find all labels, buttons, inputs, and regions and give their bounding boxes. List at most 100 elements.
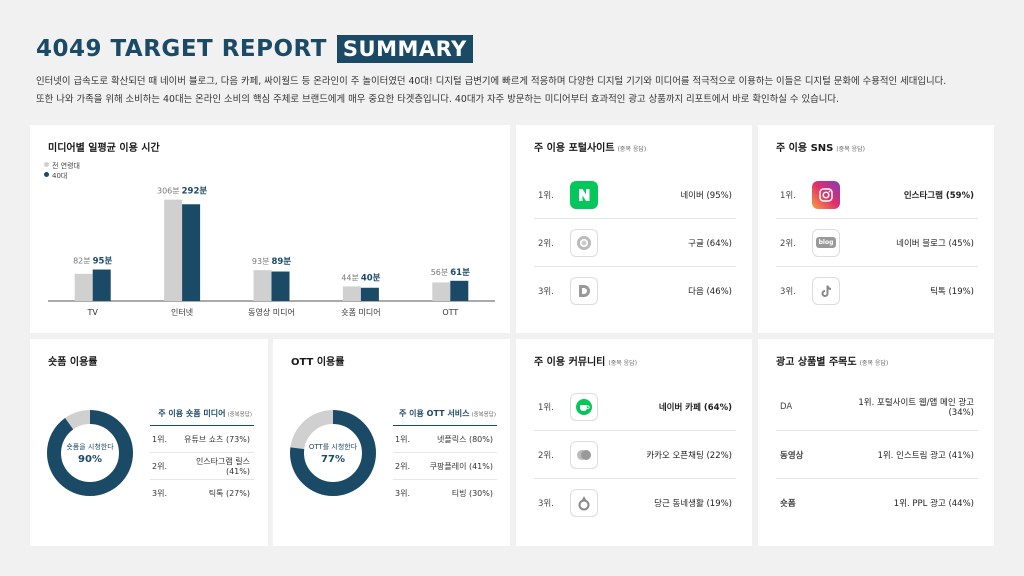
rank-label: 인스타그램 릴스 (41%) [195,457,250,476]
shortform-card: 숏폼 이용률 숏폼을 시청한다 90% 주 이용 숏폼 미디어 (중복응답) 1위… [30,339,268,546]
rank-number: 3위. [395,489,410,498]
title-highlight: SUMMARY [336,35,473,63]
sns-title: 주 이용 SNS (중복 응답) [776,139,865,154]
ott-list: 1위. 넷플릭스 (80%) 2위. 쿠팡플레이 (41%) 3위. 티빙 (30%) [393,425,497,507]
donut-fill [290,410,376,496]
portal-title-sub: (중복 응답) [617,146,647,153]
donut-text: 숏폼을 시청한다 [66,442,114,451]
sns-card: 주 이용 SNS (중복 응답) 1위. 인스타그램 (59%) 2위. blog… [758,125,994,333]
community-title: 주 이용 커뮤니티 (중복 응답) [534,353,637,368]
data-label-40s: 95분 [93,257,113,267]
bar-40s [92,269,111,301]
bar-all-ages [74,273,93,301]
bar-all-ages [432,282,451,301]
data-label-40s: 89분 [271,257,291,267]
naver-cafe-icon [570,392,598,421]
media-usage-title: 미디어별 일평균 이용 시간 [48,143,160,154]
rank-number: 3위. [538,287,554,297]
ad-type: DA [780,401,793,412]
rank-label: 당근 동네생활 (19%) [654,499,732,509]
data-label-40s: 61분 [450,268,470,278]
ad-row-da: DA 1위. 포털사이트 웹/앱 메인 광고 (34%) [776,383,978,431]
sns-title-sub: (중복 응답) [836,146,866,153]
sns-row-1: 1위. 인스타그램 (59%) [776,171,978,219]
community-row-3: 3위. 당근 동네생활 (19%) [534,479,736,527]
donut-value: 90% [78,453,102,465]
ott-list-title: 주 이용 OTT 서비스 (중복응답) [399,408,496,419]
rank-label: 인스타그램 (59%) [903,190,974,201]
bar-all-ages [253,270,272,301]
list-item: 2위. 쿠팡플레이 (41%) [393,453,497,480]
data-label-40s: 40분 [361,273,381,283]
title-main: 4049 TARGET REPORT [36,36,327,62]
data-label: 44분 40분 [341,273,380,283]
ott-list-title-text: 주 이용 OTT 서비스 [399,409,470,418]
donut-value: 77% [321,453,345,465]
category-label: 인터넷 [171,307,193,317]
blog-icon-text: blog [815,237,837,248]
portal-row-2: 2위. 구글 (64%) [534,219,736,267]
ad-title-sub: (중복 응답) [859,360,889,367]
shortform-donut: 숏폼을 시청한다 90% [44,407,136,499]
rank-label: 쿠팡플레이 (41%) [429,461,493,471]
rank-number: 3위. [780,287,796,297]
rank-number: 2위. [538,450,554,461]
rank-label: 유튜브 쇼츠 (73%) [184,434,250,444]
ad-card: 광고 상품별 주목도 (중복 응답) DA 1위. 포털사이트 웹/앱 메인 광고… [758,339,994,546]
data-label-40s: 292분 [182,187,208,197]
bar-40s [360,287,379,301]
instagram-icon [812,180,840,209]
list-item: 3위. 티빙 (30%) [393,480,497,507]
data-label: 82분 95분 [73,257,112,267]
rank-number: 1위. [538,402,554,413]
category-label: OTT [442,308,458,317]
list-item: 1위. 넷플릭스 (80%) [393,426,497,453]
category-label: 숏폼 미디어 [341,307,380,317]
rank-number: 3위. [152,489,167,498]
legend-dot-all [44,162,49,167]
rank-number: 2위. [152,461,167,471]
bar-all-ages [342,286,361,301]
rank-number: 1위. [395,434,410,444]
legend-label-all: 전 연령대 [52,162,80,170]
google-icon [570,228,598,257]
ad-label: 1위. 포털사이트 웹/앱 메인 광고 (34%) [858,397,974,418]
rank-label: 틱톡 (27%) [208,489,250,498]
ad-row-video: 동영상 1위. 인스트림 광고 (41%) [776,431,978,479]
ad-label: 1위. 인스트림 광고 (41%) [877,450,974,461]
data-label-all: 56분 [431,268,449,277]
data-label-all: 82분 [73,257,91,266]
data-label-all: 306분 [157,187,180,196]
data-label: 93분 89분 [252,257,291,267]
ott-title: OTT 이용률 [291,357,345,368]
shortform-list-title-text: 주 이용 숏폼 미디어 [158,409,226,418]
kakao-openchat-icon [570,440,598,469]
rank-label: 티빙 (30%) [451,489,493,498]
sns-row-2: 2위. blog 네이버 블로그 (45%) [776,219,978,267]
ad-type: 동영상 [780,450,804,461]
report-header: 4049 TARGET REPORT SUMMARY 인터넷이 급속도로 확산되… [36,34,996,109]
shortform-donut-chart [47,410,133,496]
rank-label: 틱톡 (19%) [930,287,974,297]
rank-label: 넷플릭스 (80%) [436,434,493,444]
shortform-list-sub: (중복응답) [227,412,252,418]
list-item: 3위. 틱톡 (27%) [150,480,254,507]
bar-40s [182,204,201,301]
data-label-all: 93분 [252,257,270,266]
ott-list-sub: (중복응답) [471,412,496,418]
rank-label: 구글 (64%) [688,238,732,249]
data-label: 306분 292분 [157,187,207,197]
shortform-list-title: 주 이용 숏폼 미디어 (중복응답) [158,408,252,419]
daum-icon [570,277,598,305]
rank-label: 카카오 오픈채팅 (22%) [646,450,732,461]
bar-40s [271,271,290,301]
ott-donut: OTT를 시청한다 77% [287,407,379,499]
blog-icon: blog [812,228,840,257]
legend-label-40s: 40대 [52,172,68,180]
category-label: 동영상 미디어 [248,307,295,317]
shortform-title: 숏폼 이용률 [48,357,98,368]
portal-row-1: 1위. 네이버 (95%) [534,171,736,219]
description-line-1: 인터넷이 급속도로 확산되던 때 네이버 블로그, 다음 카페, 싸이월드 등 … [36,76,947,87]
ad-type: 숏폼 [780,499,796,509]
